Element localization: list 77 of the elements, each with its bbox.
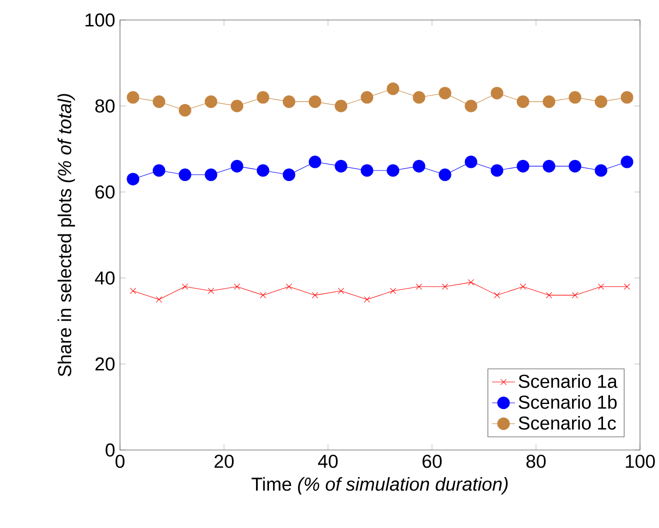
- point: [308, 156, 322, 168]
- point: [468, 279, 474, 286]
- point: [178, 104, 192, 117]
- point: [520, 284, 526, 290]
- point: [338, 288, 344, 294]
- y-axis-title: Share in selected plots (% of total): [58, 94, 75, 376]
- y-tick-label: 40: [94, 271, 115, 285]
- point: [282, 168, 296, 182]
- point: [620, 156, 634, 168]
- x-tick-label: 20: [214, 454, 234, 468]
- y-tick-label: 0: [106, 443, 115, 457]
- legend-label: Scenario 1b: [518, 395, 617, 409]
- point: [178, 168, 192, 182]
- point: [130, 288, 136, 294]
- point: [516, 160, 530, 172]
- legend-label: Scenario 1c: [518, 416, 616, 430]
- point: [230, 100, 244, 112]
- point: [386, 82, 400, 96]
- point: [594, 95, 608, 108]
- point: [204, 95, 218, 108]
- y-tick-label: 60: [95, 185, 115, 199]
- point: [572, 292, 578, 298]
- point: [208, 288, 214, 294]
- point: [390, 288, 396, 294]
- point: [182, 284, 188, 290]
- point: [204, 168, 218, 182]
- point: [152, 95, 166, 108]
- point: [256, 91, 270, 104]
- x-tick-label: 100: [626, 454, 655, 468]
- point: [334, 100, 348, 112]
- x-axis-title: Time (% of simulation duration): [252, 477, 508, 494]
- point: [442, 284, 448, 290]
- point: [516, 95, 530, 108]
- point: [360, 164, 374, 177]
- point: [312, 292, 318, 298]
- point: [416, 284, 422, 290]
- point: [568, 160, 582, 172]
- point: [282, 95, 296, 108]
- point: [126, 172, 140, 186]
- point: [464, 100, 478, 112]
- point: [156, 296, 162, 303]
- point: [438, 168, 452, 182]
- point: [490, 164, 504, 177]
- point: [334, 160, 348, 172]
- legend-label: Scenario 1a: [518, 374, 618, 388]
- y-tick-label: 100: [86, 13, 115, 27]
- point: [594, 164, 608, 177]
- point: [620, 91, 634, 104]
- x-tick-label: 0: [116, 454, 124, 468]
- point: [412, 91, 426, 104]
- point: [546, 292, 552, 298]
- point: [464, 156, 478, 168]
- point: [364, 296, 370, 303]
- point: [308, 95, 322, 108]
- point: [230, 160, 244, 172]
- x-tick-label: 40: [318, 454, 338, 468]
- point: [624, 284, 630, 290]
- point: [438, 86, 452, 100]
- y-tick-label: 80: [95, 99, 115, 113]
- point: [490, 86, 504, 100]
- point: [360, 91, 374, 104]
- point: [126, 91, 140, 104]
- point: [494, 292, 500, 298]
- point: [234, 284, 240, 290]
- point: [260, 292, 266, 298]
- x-tick-label: 80: [526, 454, 546, 468]
- point: [598, 284, 604, 290]
- y-tick-label: 20: [95, 357, 115, 371]
- point: [542, 95, 556, 108]
- point: [286, 284, 292, 290]
- point: [568, 91, 582, 104]
- point: [386, 164, 400, 177]
- point: [256, 164, 270, 177]
- point: [412, 160, 426, 172]
- point: [542, 160, 556, 172]
- x-tick-label: 60: [422, 454, 442, 468]
- point: [152, 164, 166, 177]
